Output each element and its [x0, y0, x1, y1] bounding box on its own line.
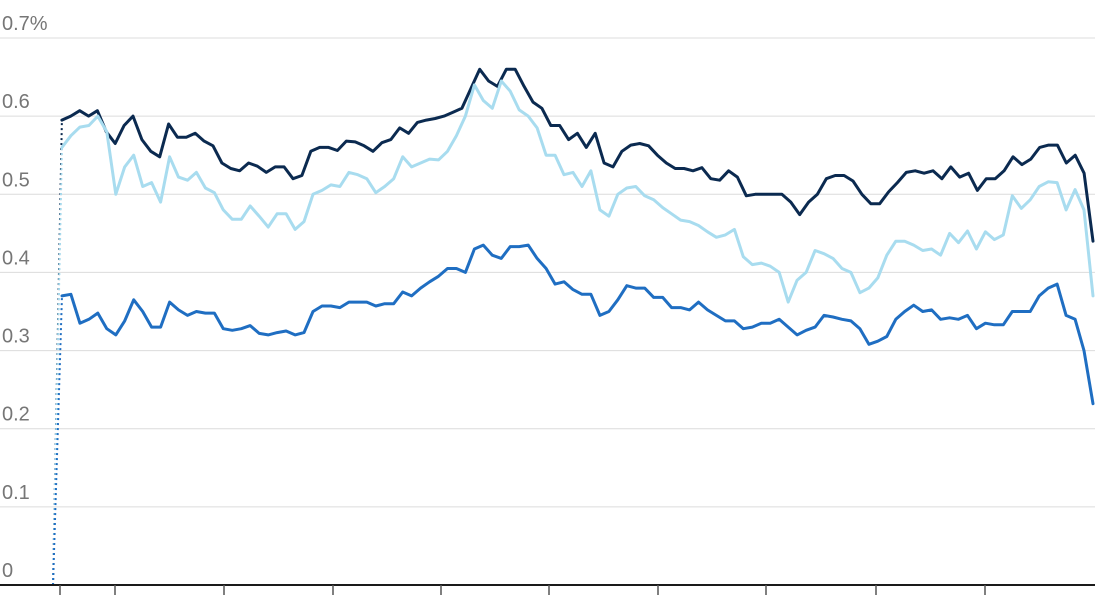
y-tick-label: 0.1	[2, 482, 30, 504]
y-tick-label: 0.7%	[2, 13, 48, 35]
y-tick-label: 0.2	[2, 404, 30, 426]
series-0-line	[60, 67, 1095, 243]
y-tick-label: 0.3	[2, 326, 30, 348]
series-1-line	[60, 79, 1095, 304]
y-tick-label: 0	[2, 560, 13, 582]
series-2-line	[60, 243, 1095, 406]
y-axis-tick-labels: 0 0.1 0.2 0.3 0.4 0.5 0.6 0.7%	[2, 13, 48, 582]
x-axis	[0, 584, 1095, 595]
y-tick-label: 0.6	[2, 91, 30, 113]
y-tick-label: 0.4	[2, 247, 30, 269]
y-tick-label: 0.5	[2, 169, 30, 191]
series-lines	[52, 67, 1095, 586]
series-2-start-segment	[52, 295, 63, 586]
